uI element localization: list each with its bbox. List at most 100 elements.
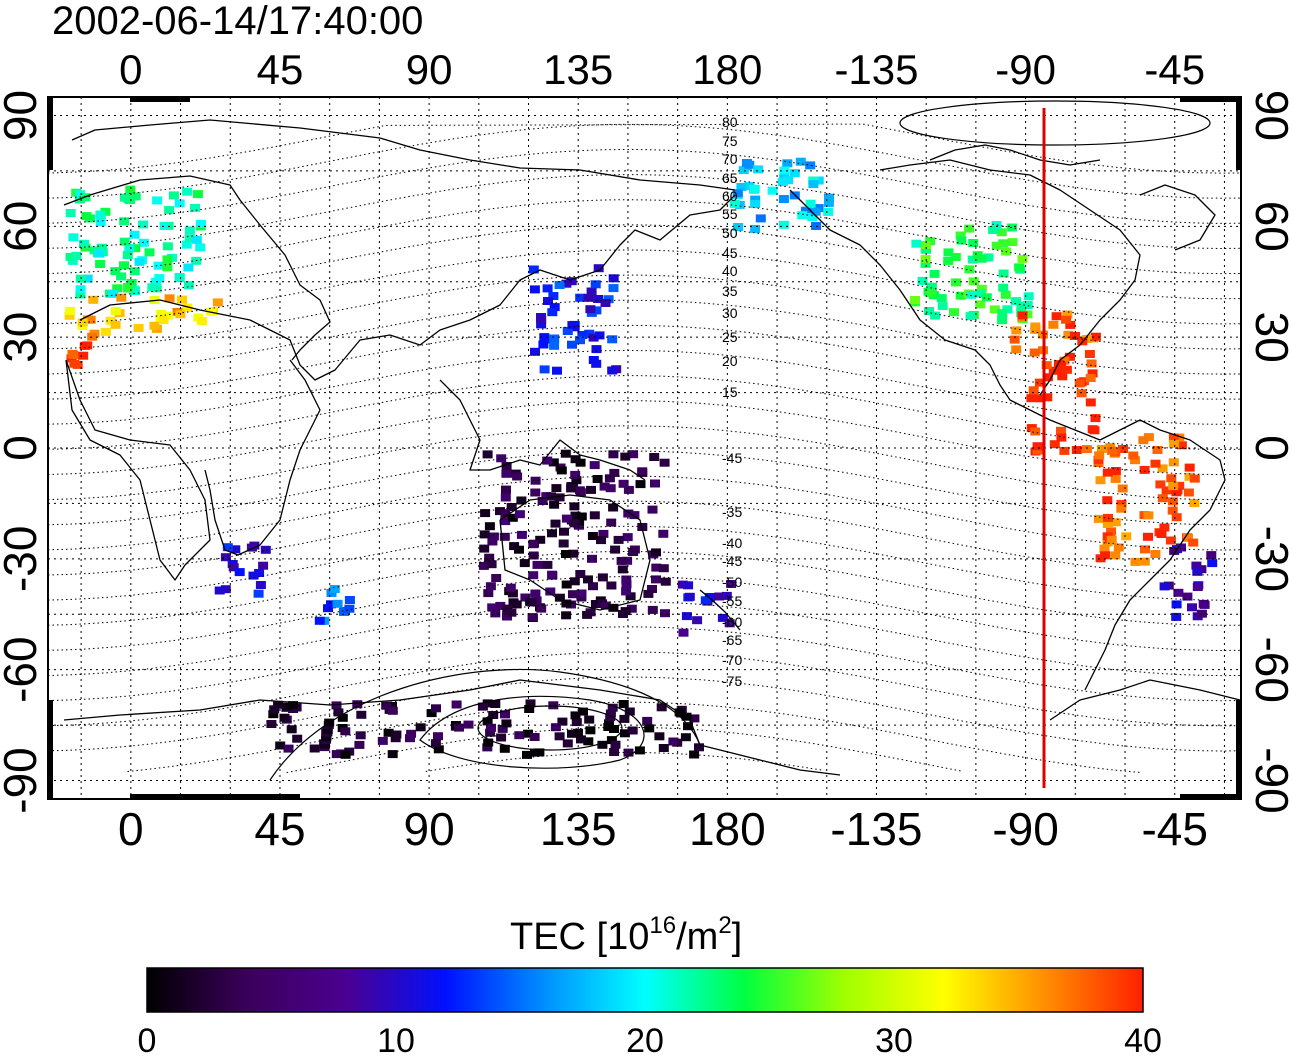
- tec-cell: [1188, 538, 1199, 547]
- tec-cell: [526, 598, 537, 607]
- tec-cell: [1030, 427, 1041, 436]
- tec-cell: [214, 586, 225, 595]
- left-lat-tick-label: 90: [0, 90, 46, 141]
- tec-cell: [966, 290, 977, 299]
- tec-cell: [506, 503, 517, 511]
- contour-label: -35: [722, 504, 742, 520]
- top-lon-tick-label: 135: [543, 46, 613, 93]
- tec-cell: [152, 196, 163, 205]
- tec-cell: [1042, 373, 1053, 382]
- tec-cell: [329, 585, 340, 593]
- tec-cell: [550, 723, 561, 732]
- tec-cell: [486, 723, 496, 732]
- tec-cell: [153, 261, 164, 270]
- tec-cell: [129, 285, 140, 294]
- tec-cell: [543, 297, 553, 305]
- tec-cell: [477, 702, 488, 711]
- tec-cell: [561, 580, 572, 589]
- tec-cell: [381, 701, 392, 710]
- tec-cell: [592, 475, 603, 483]
- tec-cell: [340, 750, 351, 759]
- tec-cell: [258, 561, 269, 570]
- tec-cell: [991, 241, 1002, 250]
- tec-cell: [292, 734, 303, 743]
- tec-cell: [1192, 567, 1203, 576]
- tec-cell: [1032, 446, 1043, 455]
- tec-cell: [700, 596, 711, 605]
- mag-contour-line: [47, 375, 1242, 451]
- tec-cell: [87, 332, 98, 341]
- tec-cell: [573, 728, 583, 737]
- tec-cell: [260, 545, 271, 554]
- tec-cell: [405, 734, 415, 743]
- tec-cell: [71, 251, 82, 260]
- tec-cell: [660, 609, 670, 618]
- top-lon-tick-label: 90: [406, 46, 453, 93]
- tec-cell: [606, 736, 617, 745]
- tec-cell: [499, 744, 510, 753]
- tec-cell: [1130, 557, 1141, 566]
- tec-cell: [805, 199, 816, 208]
- tec-cell: [567, 340, 577, 349]
- tec-cell: [807, 213, 818, 221]
- tec-cell: [337, 713, 348, 722]
- tec-cell: [535, 535, 546, 544]
- mag-contour-line: [47, 500, 1242, 576]
- tec-cell: [591, 359, 602, 368]
- tec-cell: [623, 509, 634, 518]
- contour-label: 45: [722, 245, 738, 261]
- tec-cell: [654, 732, 665, 741]
- tec-cell: [1159, 582, 1170, 591]
- tec-cell: [554, 593, 565, 602]
- tec-cell: [344, 604, 355, 613]
- tec-cell: [988, 226, 999, 234]
- tec-cell: [68, 351, 79, 359]
- mag-contour-line: [47, 148, 1242, 224]
- colorbar-tick-label: 40: [1124, 1022, 1162, 1057]
- tec-cell: [1093, 514, 1104, 523]
- tec-cell: [606, 518, 617, 527]
- tec-cell: [528, 540, 539, 549]
- tec-cell: [608, 274, 619, 283]
- tec-cell: [596, 536, 606, 545]
- tec-cell: [660, 577, 671, 586]
- tec-cell: [569, 519, 580, 528]
- tec-cell: [490, 609, 501, 618]
- tec-cell: [523, 729, 533, 738]
- tec-cell: [532, 560, 543, 569]
- tec-cell: [732, 189, 743, 198]
- tec-cell: [777, 178, 788, 186]
- tec-cell: [1070, 332, 1080, 340]
- tec-cell: [192, 190, 203, 199]
- lat-lon-grid: [48, 97, 1241, 799]
- tec-cell: [68, 233, 79, 242]
- tec-cell: [589, 461, 600, 470]
- frame-tick-bars: [48, 97, 1241, 799]
- tec-cell: [536, 604, 547, 613]
- tec-cell: [618, 700, 629, 708]
- tec-cell: [168, 191, 179, 200]
- tec-cell: [1042, 393, 1053, 402]
- tec-cell: [1184, 463, 1195, 472]
- tec-cell: [562, 327, 573, 335]
- contour-label: 70: [722, 151, 738, 167]
- tec-cell: [88, 295, 99, 304]
- tec-cell: [778, 220, 789, 229]
- tec-cell: [659, 458, 670, 467]
- tec-cell: [920, 259, 931, 268]
- tec-cell: [1168, 458, 1179, 467]
- tec-cell: [1168, 433, 1179, 442]
- tec-cell: [921, 245, 931, 254]
- tec-cell: [1107, 446, 1118, 455]
- tec-cell: [629, 511, 640, 520]
- contour-label: -60: [722, 614, 742, 630]
- tec-cell: [744, 160, 755, 169]
- contour-label: -70: [722, 652, 742, 668]
- tec-cell: [651, 563, 662, 572]
- tec-cell: [496, 454, 507, 463]
- tec-cell: [921, 241, 932, 249]
- tec-cell: [937, 302, 948, 311]
- tec-cell: [545, 587, 556, 596]
- tec-cell: [1034, 378, 1045, 387]
- mag-contour-line: [47, 651, 1242, 727]
